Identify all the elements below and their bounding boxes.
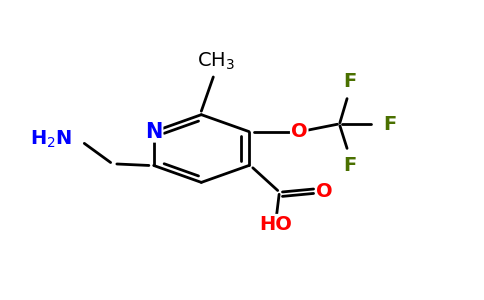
Text: HO: HO — [259, 215, 292, 234]
Text: H$_2$N: H$_2$N — [30, 128, 72, 150]
Text: F: F — [343, 156, 356, 175]
Text: F: F — [383, 115, 396, 134]
Text: F: F — [343, 72, 356, 91]
Text: O: O — [316, 182, 333, 201]
Text: CH$_3$: CH$_3$ — [197, 51, 235, 72]
Text: O: O — [291, 122, 307, 141]
Text: N: N — [145, 122, 162, 142]
